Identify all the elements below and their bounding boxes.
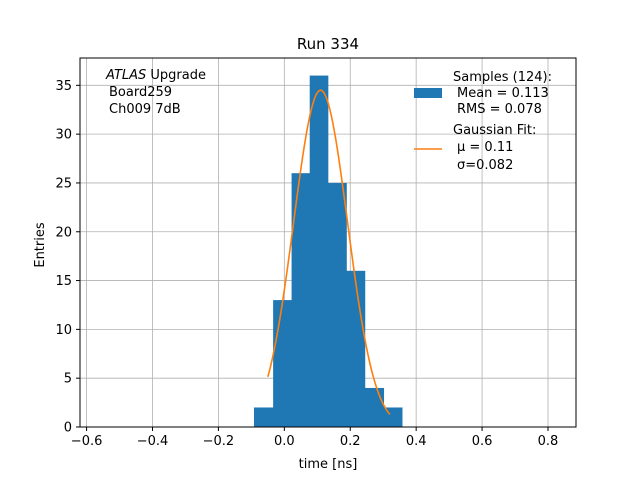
x-axis-label: time [ns] (299, 457, 358, 472)
ticks: −0.6 −0.4 −0.2 0.0 0.2 0.4 0.6 0.8 0 5 10 15 20 25 30 3… (55, 79, 558, 449)
histogram-bar (291, 173, 311, 427)
y-tick-label: 5 (64, 372, 72, 387)
legend: Samples (124): Mean = 0.113 RMS = 0.078 … (414, 70, 552, 173)
y-tick-label: 0 (64, 421, 72, 436)
x-tick-label: 0.4 (406, 434, 427, 449)
fit-line (267, 89, 391, 415)
histogram-bar (273, 300, 293, 427)
x-tick-label: 0.6 (472, 434, 493, 449)
annotation-line-1: ATLAS Upgrade (105, 68, 206, 83)
legend-fit-mu: μ = 0.11 (457, 140, 513, 155)
x-tick-label: −0.4 (137, 434, 169, 449)
x-tick-label: −0.6 (71, 434, 103, 449)
y-axis-label: Entries (33, 222, 48, 268)
gaussian-fit-curve (267, 89, 391, 415)
legend-samples-mean: Mean = 0.113 (457, 86, 549, 101)
axes (79, 57, 577, 428)
histogram-bar (364, 387, 385, 427)
histogram-bars (254, 75, 403, 428)
legend-fit-title: Gaussian Fit: (453, 123, 536, 138)
histogram-bar (327, 182, 347, 427)
annotation-italic: ATLAS (105, 68, 146, 83)
histogram-bar (346, 270, 366, 427)
chart-title: Run 334 (297, 35, 359, 53)
legend-samples-swatch (414, 88, 442, 98)
annotation-line-2: Board259 (109, 85, 172, 100)
axes-frame (79, 57, 577, 428)
y-tick-label: 25 (55, 176, 72, 191)
y-tick-label: 35 (55, 79, 72, 94)
legend-fit-sigma: σ=0.082 (457, 158, 513, 173)
annotation-rest: Upgrade (146, 68, 206, 83)
histogram-bar (309, 75, 329, 428)
legend-samples-title: Samples (124): (453, 70, 552, 85)
x-tick-label: 0.8 (538, 434, 559, 449)
annotation-line-3: Ch009 7dB (109, 102, 181, 117)
histogram-bar (254, 407, 274, 427)
y-tick-label: 15 (55, 274, 72, 289)
y-tick-label: 10 (55, 323, 72, 338)
y-tick-label: 30 (55, 128, 72, 143)
x-tick-label: 0.0 (274, 434, 295, 449)
x-tick-label: 0.2 (340, 434, 361, 449)
x-tick-label: −0.2 (203, 434, 235, 449)
legend-samples-rms: RMS = 0.078 (457, 102, 542, 117)
y-tick-label: 20 (55, 225, 72, 240)
annotation: ATLAS Upgrade Board259 Ch009 7dB (105, 68, 206, 117)
